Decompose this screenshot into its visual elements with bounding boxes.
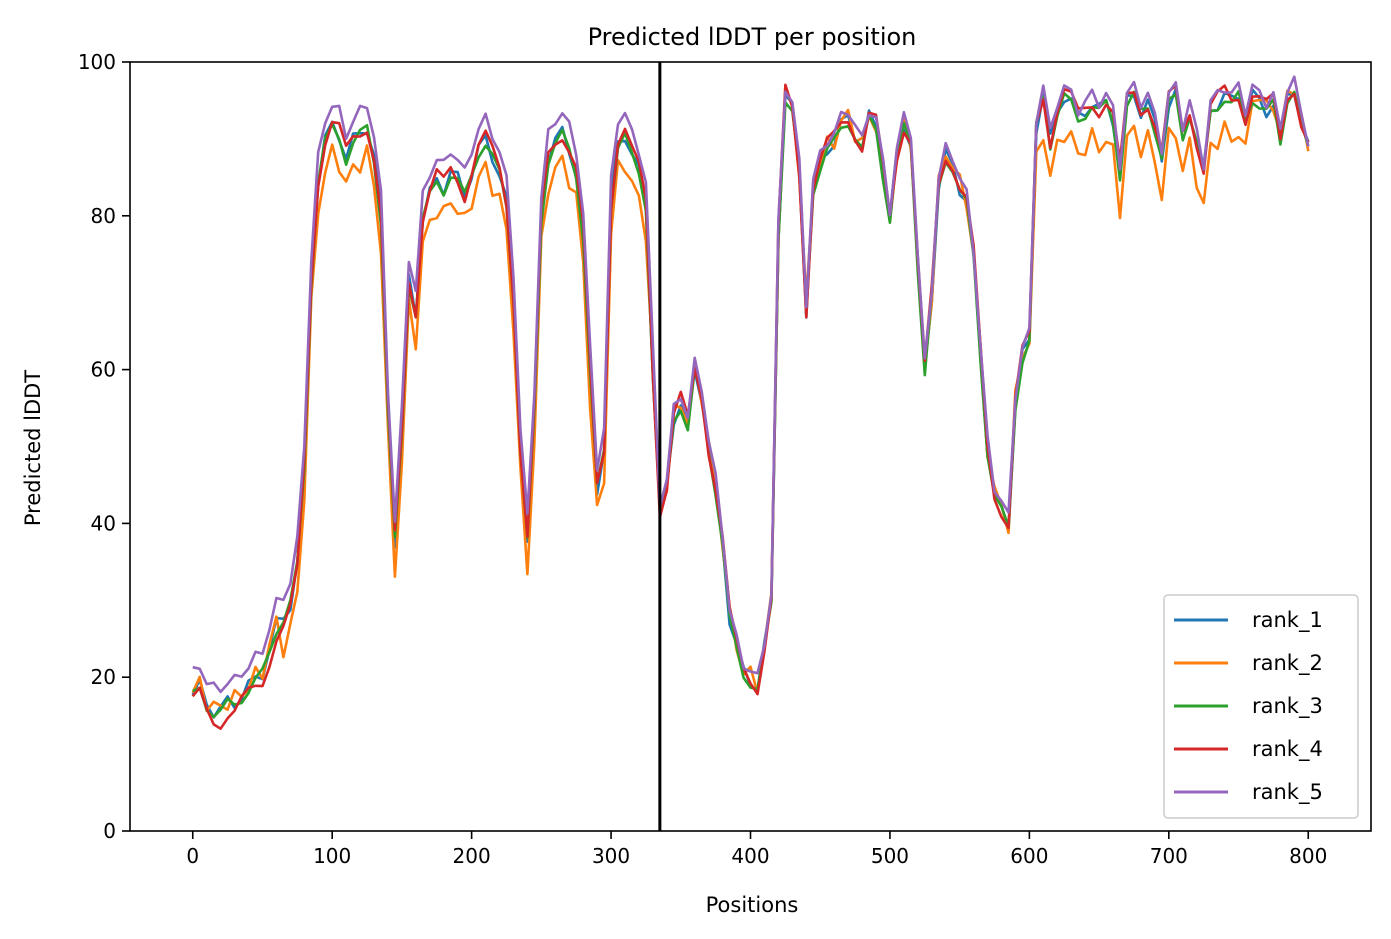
x-tick-label: 700 [1150, 844, 1188, 868]
legend-label: rank_1 [1252, 608, 1323, 633]
x-tick-label: 500 [871, 844, 909, 868]
legend-label: rank_4 [1252, 737, 1323, 762]
legend: rank_1 rank_2 rank_3 rank_4 rank_5 [1163, 594, 1359, 819]
y-tick-label: 80 [91, 204, 116, 228]
series-line-rank-2 [191, 84, 1310, 713]
y-axis-title: Predicted lDDT [21, 370, 45, 526]
x-tick-label: 300 [592, 844, 630, 868]
x-tick-label: 200 [453, 844, 491, 868]
legend-label: rank_5 [1252, 780, 1323, 805]
y-tick-label: 20 [91, 665, 116, 689]
legend-box [1163, 594, 1359, 819]
legend-items: rank_1 rank_2 rank_3 rank_4 rank_5 [1174, 608, 1323, 805]
x-tick-label: 0 [186, 844, 199, 868]
x-tick-label: 400 [731, 844, 769, 868]
series-layer [191, 75, 1310, 731]
x-tick-label: 800 [1289, 844, 1327, 868]
y-tick-label: 40 [91, 511, 116, 535]
x-axis-title: Positions [706, 893, 799, 917]
x-tick-label: 600 [1010, 844, 1048, 868]
y-tick-label: 100 [78, 50, 116, 74]
y-axis-ticks: 0 20 40 60 80 100 [78, 50, 130, 843]
x-axis-ticks: 0 100 200 300 400 500 600 700 800 [186, 831, 1327, 868]
y-tick-label: 0 [103, 819, 116, 843]
chart-title: Predicted lDDT per position [588, 23, 917, 51]
legend-label: rank_2 [1252, 651, 1323, 676]
series-line-rank-5 [192, 75, 1310, 694]
legend-label: rank_3 [1252, 694, 1323, 719]
x-tick-label: 100 [313, 844, 351, 868]
y-tick-label: 60 [91, 358, 116, 382]
